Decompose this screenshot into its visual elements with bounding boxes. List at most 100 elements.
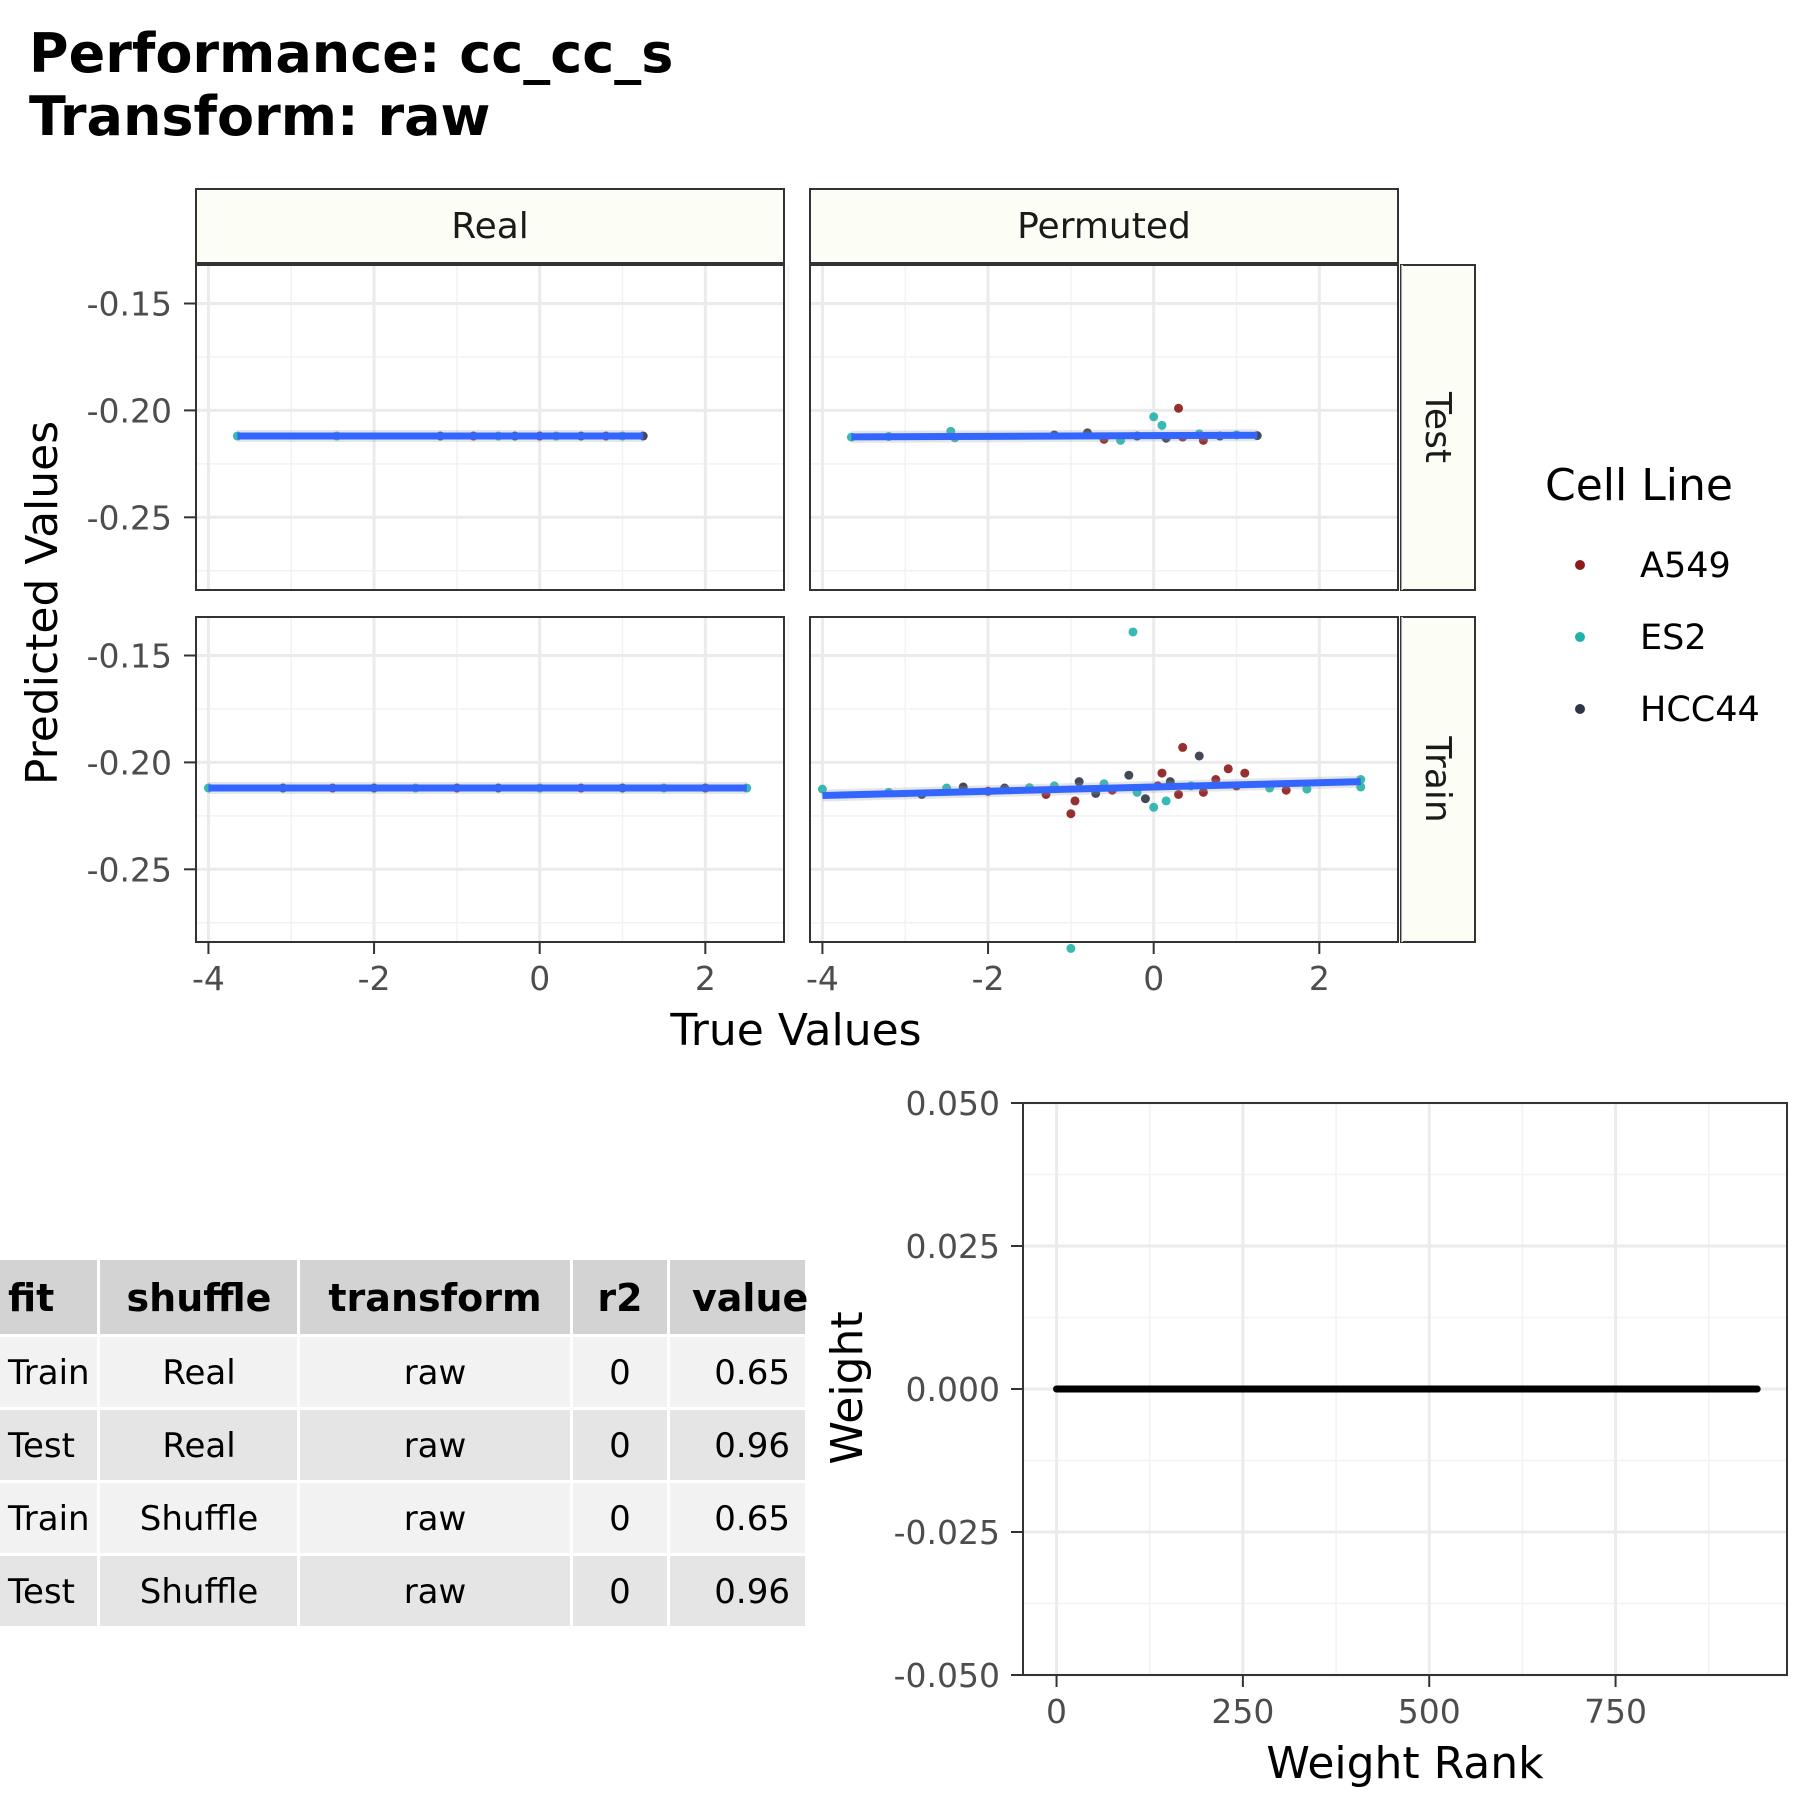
data-point-a549 [1211, 775, 1221, 784]
table-cell-bg [100, 1410, 297, 1480]
table-header-cell [100, 1260, 297, 1334]
legend-title: Cell Line [1545, 460, 1733, 511]
x-axis-label: True Values [669, 1005, 921, 1056]
facet-strip-real [195, 188, 785, 264]
table-cell-bg [670, 1483, 805, 1553]
weight-x-axis-label: Weight Rank [1266, 1738, 1544, 1789]
table-cell-bg [0, 1410, 97, 1480]
table-cell-value: 0.65 [714, 1353, 790, 1393]
weight-x-tick-label: 250 [1211, 1692, 1274, 1731]
table-header-cell [573, 1260, 667, 1334]
data-point-a549 [1174, 789, 1184, 799]
panel-real-test [195, 264, 789, 591]
table-cell-bg [573, 1410, 667, 1480]
weight-y-tick-label: 0.050 [906, 1084, 1000, 1123]
table-cell-bg [573, 1556, 667, 1626]
data-point-hcc44 [1074, 777, 1084, 787]
facet-strip-label-real: Real [451, 206, 529, 247]
y-tick-label: -0.15 [87, 284, 172, 323]
table-cell-value: 0.96 [714, 1426, 790, 1466]
table-cell-r2: 0 [609, 1572, 631, 1612]
table-cell-bg [100, 1337, 297, 1407]
table-cell-transform: raw [404, 1426, 467, 1466]
table-cell-fit: Train [7, 1499, 90, 1539]
panel-real-train-background [196, 617, 784, 942]
weight-x-tick-label: 0 [1046, 1692, 1067, 1731]
x-tick-label: -2 [972, 959, 1005, 998]
table-header-cell [0, 1260, 97, 1334]
data-point-a549 [1178, 742, 1188, 752]
table-header-fit: fit [8, 1276, 54, 1320]
panel-real-test-border [195, 264, 785, 591]
table-cell-value: 0.65 [714, 1499, 790, 1539]
data-point-es2 [1161, 796, 1171, 806]
table-header-transform: transform [328, 1276, 541, 1320]
data-point-hcc44 [1140, 794, 1150, 804]
title-line-2: Transform: raw [29, 85, 490, 148]
table-cell-fit: Train [7, 1353, 90, 1393]
x-tick-label: 0 [529, 959, 550, 998]
table-cell-fit: Test [7, 1426, 75, 1466]
x-tick-label: 2 [695, 959, 716, 998]
y-axis-label: Predicted Values [17, 421, 68, 785]
panel-permuted-test-border [809, 264, 1399, 591]
facet-strip-permuted [809, 188, 1399, 264]
table-header-cell [300, 1260, 570, 1334]
y-tick-label: -0.25 [87, 498, 172, 537]
panel-real-train [195, 616, 789, 943]
weight-line-plot: 0.050 0.025 0.000 -0.025 -0.050 0 250 500 750 [894, 1084, 1788, 1731]
table-header-cell [670, 1260, 805, 1334]
table-cell-r2: 0 [609, 1499, 631, 1539]
data-point-es2 [1128, 627, 1138, 637]
data-point-a549 [1223, 764, 1233, 774]
fit-line [851, 431, 1258, 441]
data-point-hcc44 [1194, 751, 1204, 761]
facet-strip-label-train: Train [1417, 735, 1458, 822]
table-cell-bg [300, 1337, 570, 1407]
table-cell-bg [100, 1556, 297, 1626]
weight-x-tick-label: 750 [1584, 1692, 1647, 1731]
data-point-es2 [817, 784, 827, 794]
weight-y-tick-label: -0.025 [894, 1513, 1000, 1552]
data-point-es2 [1149, 412, 1159, 422]
data-point-hcc44 [1124, 770, 1134, 780]
facet-strip-label-test: Test [1417, 391, 1458, 463]
table-cell-bg [0, 1556, 97, 1626]
fit-line [822, 778, 1361, 800]
table-header-r2: r2 [597, 1276, 642, 1320]
table-cell-bg [300, 1556, 570, 1626]
data-point-a549 [1157, 768, 1167, 778]
data-point-es2 [1157, 420, 1167, 430]
weight-y-tick-label: 0.025 [906, 1227, 1000, 1266]
legend-label-hcc44: HCC44 [1640, 690, 1760, 730]
legend-label-es2: ES2 [1640, 618, 1707, 658]
table-cell-transform: raw [404, 1572, 467, 1612]
panel-permuted-train [809, 616, 1403, 953]
data-point-a549 [1281, 785, 1291, 795]
x-tick-label: -4 [806, 959, 839, 998]
facet-strip-label-permuted: Permuted [1017, 206, 1191, 247]
data-point-a549 [1174, 403, 1184, 413]
table-header-value: value [692, 1276, 808, 1320]
weight-y-tick-label: 0.000 [906, 1370, 1000, 1409]
y-tick-label: -0.15 [87, 636, 172, 675]
legend-label-a549: A549 [1640, 546, 1731, 586]
legend-key-a549 [1575, 560, 1585, 570]
table-cell-bg [573, 1337, 667, 1407]
panel-permuted-test-background [810, 265, 1398, 590]
table-cell-fit: Test [7, 1572, 75, 1612]
x-tick-label: -2 [358, 959, 391, 998]
data-point-es2 [1066, 943, 1076, 953]
legend-key-es2 [1575, 632, 1585, 642]
x-tick-label: 2 [1309, 959, 1330, 998]
panel-real-train-border [195, 616, 785, 943]
weight-y-axis-label: Weight [822, 1311, 873, 1464]
table-cell-value: 0.96 [714, 1572, 790, 1612]
table-cell-bg [670, 1410, 805, 1480]
table-cell-shuffle: Shuffle [140, 1572, 258, 1612]
x-tick-label: 0 [1143, 959, 1164, 998]
summary-table: fit shuffle transform r2 value Train Real raw 0 0… [0, 1260, 808, 1626]
panel-permuted-test [809, 264, 1403, 591]
table-cell-bg [300, 1410, 570, 1480]
data-point-a549 [1198, 787, 1208, 797]
